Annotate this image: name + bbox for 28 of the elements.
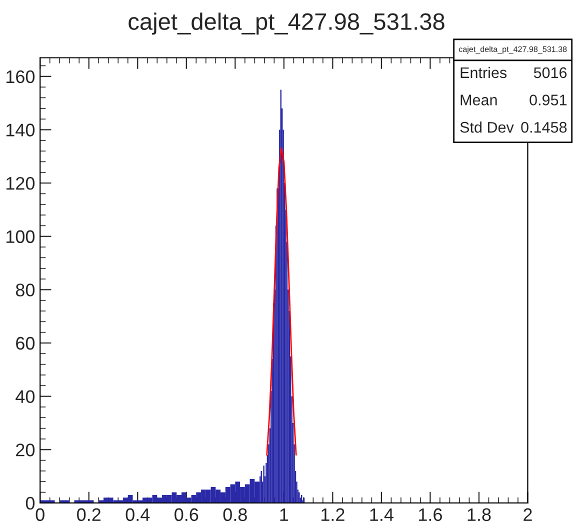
y-tick-label: 40 bbox=[16, 390, 35, 404]
x-tick-label: 0.6 bbox=[174, 508, 198, 522]
chart-title: cajet_delta_pt_427.98_531.38 bbox=[128, 12, 444, 35]
y-tick-label: 120 bbox=[6, 176, 35, 190]
x-tick-label: 1 bbox=[280, 508, 288, 521]
x-tick-label: 1.4 bbox=[370, 508, 394, 521]
x-tick-label: 1.2 bbox=[322, 508, 344, 521]
y-tick-label: 100 bbox=[6, 230, 35, 244]
x-tick-label: 1.8 bbox=[468, 508, 491, 522]
x-tick-label: 0 bbox=[36, 508, 44, 522]
annotation: Std Dev bbox=[460, 122, 514, 133]
y-tick-label: 0 bbox=[26, 496, 35, 510]
x-tick-label: 0.2 bbox=[77, 508, 101, 522]
y-tick-label: 80 bbox=[16, 284, 35, 296]
y-tick-label: 20 bbox=[16, 444, 35, 456]
x-tick-label: 0.8 bbox=[223, 508, 247, 522]
text: 5016 bbox=[534, 67, 567, 78]
text: 0.951 bbox=[530, 94, 567, 106]
text: cajet_delta_pt_427.98_531.38 bbox=[458, 46, 567, 54]
annotation: Entries bbox=[460, 66, 507, 78]
x-tick-label: 0.4 bbox=[126, 508, 150, 522]
y-tick-label: 60 bbox=[16, 336, 35, 350]
annotation: 0.1458 bbox=[521, 122, 567, 133]
x-tick-label: 1.6 bbox=[419, 508, 442, 522]
y-tick-label: 140 bbox=[6, 124, 35, 136]
annotation: Mean bbox=[460, 94, 497, 106]
x-tick-label: 2 bbox=[524, 508, 532, 521]
y-tick-label: 160 bbox=[6, 70, 35, 84]
